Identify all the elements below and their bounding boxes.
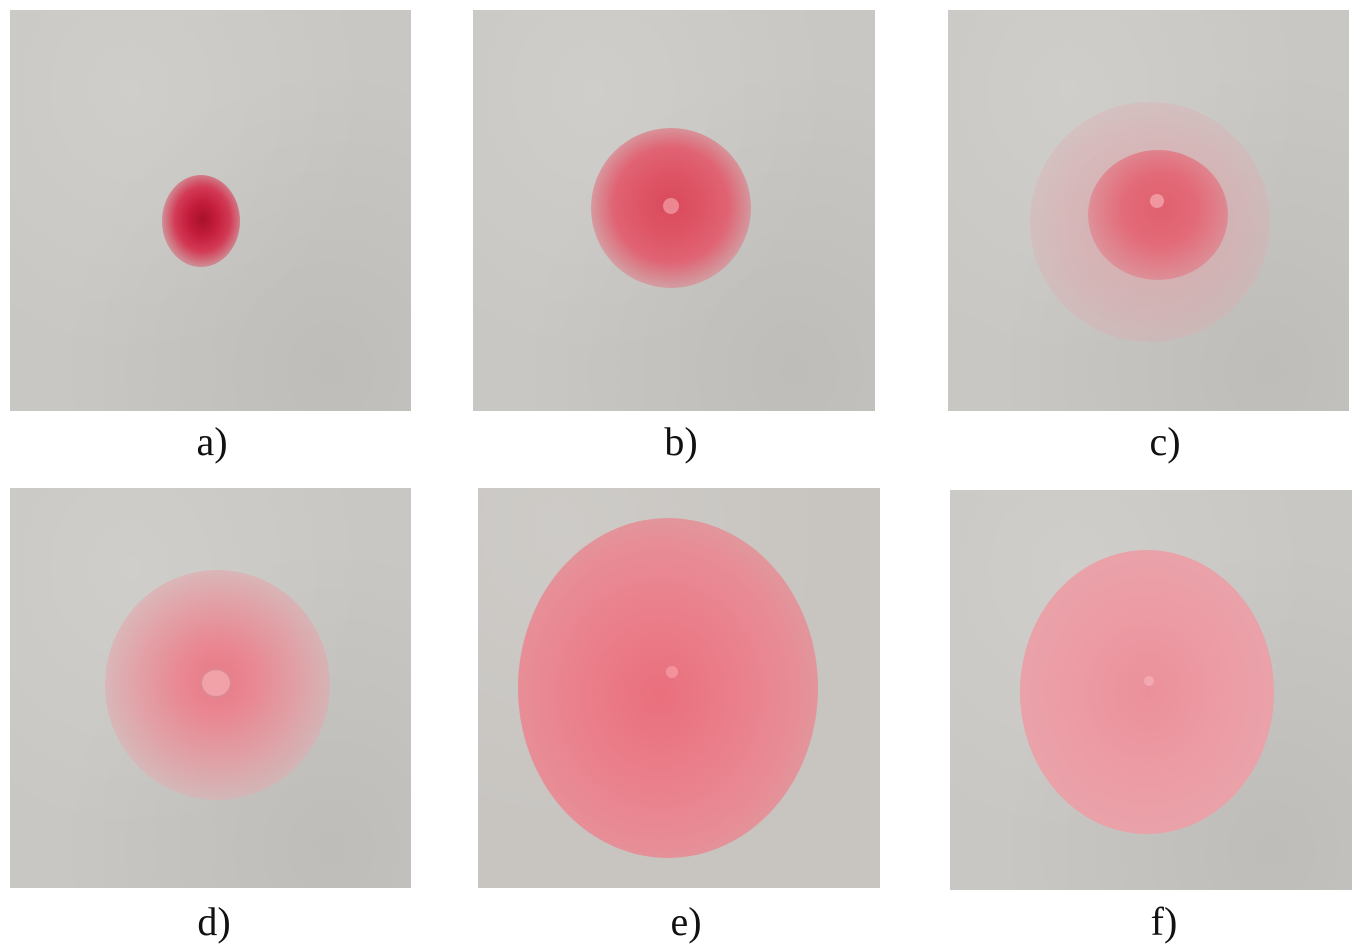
- application-point-e: [666, 666, 678, 678]
- application-point-d: [200, 668, 232, 698]
- photo-panel-c: [948, 10, 1349, 411]
- panel-label-c: c): [1149, 419, 1181, 464]
- dye-spot-a: [162, 175, 240, 267]
- panel-label-f: f): [1150, 899, 1178, 944]
- dye-spot-c: [1088, 150, 1228, 280]
- application-point-c: [1150, 194, 1164, 208]
- dye-spot-f: [1020, 550, 1274, 834]
- photo-panel-b: [473, 10, 875, 411]
- photo-panel-d: [10, 488, 411, 888]
- photo-panel-e: [478, 488, 880, 888]
- dye-spot-e: [518, 518, 818, 858]
- photo-panel-f: [950, 490, 1352, 890]
- photo-panel-a: [10, 10, 411, 411]
- application-point-b: [663, 198, 679, 214]
- panel-label-b: b): [664, 419, 698, 464]
- panel-label-a: a): [196, 419, 228, 464]
- panel-label-e: e): [670, 899, 702, 944]
- application-point-f: [1144, 676, 1154, 686]
- panel-label-d: d): [197, 899, 231, 944]
